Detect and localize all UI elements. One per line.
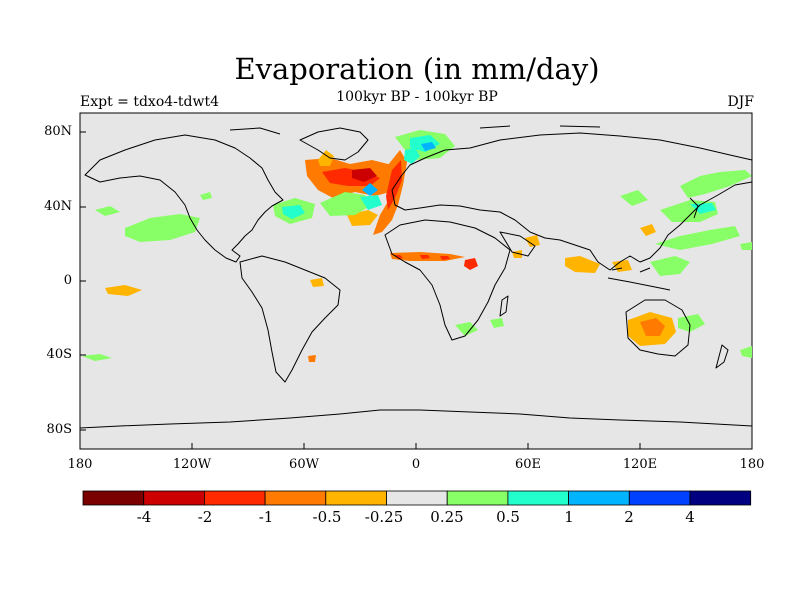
lat-tick: 40N — [44, 199, 72, 214]
colorbar-swatch — [689, 490, 752, 506]
patch-negative — [640, 318, 665, 336]
lat-tick: 80N — [44, 124, 72, 139]
patch-positive — [740, 242, 752, 250]
colorbar-label: -2 — [197, 508, 213, 526]
patch-negative — [565, 256, 600, 273]
patch-positive — [680, 170, 752, 198]
patch-positive — [650, 256, 690, 276]
lat-tick: 40S — [46, 347, 72, 362]
axis-ticks — [79, 131, 753, 449]
patch-positive — [655, 226, 740, 250]
colorbar-swatch — [386, 490, 448, 506]
patch-positive — [690, 203, 716, 214]
colorbar-swatch — [446, 490, 509, 506]
patch-negative — [420, 255, 430, 259]
colorbar-label: 4 — [685, 508, 695, 526]
patch-negative — [308, 355, 316, 362]
colorbar-label: -0.5 — [312, 508, 342, 526]
patch-positive — [360, 195, 382, 210]
colorbar-swatch — [325, 490, 387, 506]
plot-subtitle: 100kyr BP - 100kyr BP — [336, 89, 498, 105]
lon-tick: 60E — [514, 457, 542, 472]
patch-positive — [320, 192, 372, 216]
patch-negative — [440, 256, 450, 260]
patch-positive — [362, 183, 378, 196]
anomaly-patches — [82, 130, 752, 362]
lon-tick: 60W — [289, 457, 319, 472]
patch-positive — [404, 148, 420, 164]
lon-tick: 120W — [172, 457, 212, 472]
lon-tick: 180 — [67, 457, 93, 472]
coastlines — [79, 125, 753, 429]
colorbar-swatch — [143, 490, 205, 506]
patch-negative — [464, 258, 478, 270]
patch-positive — [200, 192, 212, 200]
patch-negative — [512, 250, 522, 258]
patch-positive — [490, 318, 504, 328]
lat-tick: 80S — [46, 422, 72, 437]
patch-negative — [105, 285, 142, 296]
lon-tick: 120E — [622, 457, 658, 472]
lon-tick: 0 — [411, 457, 421, 472]
colorbar-label: 0.5 — [496, 508, 520, 526]
lon-tick: 180 — [739, 457, 765, 472]
colorbar-label: -4 — [136, 508, 152, 526]
patch-positive — [620, 190, 648, 206]
colorbar-swatch — [568, 490, 630, 506]
patch-negative — [318, 150, 334, 166]
patch-positive — [282, 205, 305, 219]
lat-tick: 0 — [63, 273, 72, 288]
colorbar-swatch — [203, 490, 266, 506]
patch-positive — [678, 314, 705, 332]
patch-negative — [525, 235, 540, 247]
map-background — [79, 112, 753, 450]
colorbar-label: 0.25 — [430, 508, 464, 526]
patch-positive — [82, 354, 112, 361]
patch-positive — [455, 322, 478, 336]
colorbar-swatch — [264, 490, 327, 506]
season-label: DJF — [727, 94, 754, 110]
patch-negative — [386, 160, 402, 210]
colorbar-label: -0.25 — [364, 508, 404, 526]
patch-negative — [395, 255, 403, 259]
colorbar-label: 1 — [564, 508, 574, 526]
patch-positive — [95, 206, 120, 216]
patch-positive — [740, 346, 752, 358]
experiment-label: Expt = tdxo4-tdwt4 — [80, 94, 219, 110]
colorbar-swatch — [628, 490, 691, 506]
patch-positive — [125, 214, 200, 242]
patch-negative — [352, 168, 377, 182]
colorbar-label: 2 — [624, 508, 634, 526]
patch-negative — [640, 224, 656, 236]
patch-negative — [310, 278, 324, 287]
colorbar — [82, 490, 752, 506]
colorbar-swatch — [82, 490, 145, 506]
colorbar-swatch — [507, 490, 569, 506]
patch-positive — [421, 142, 436, 151]
plot-title: Evaporation (in mm/day) — [234, 52, 600, 86]
colorbar-label: -1 — [258, 508, 274, 526]
